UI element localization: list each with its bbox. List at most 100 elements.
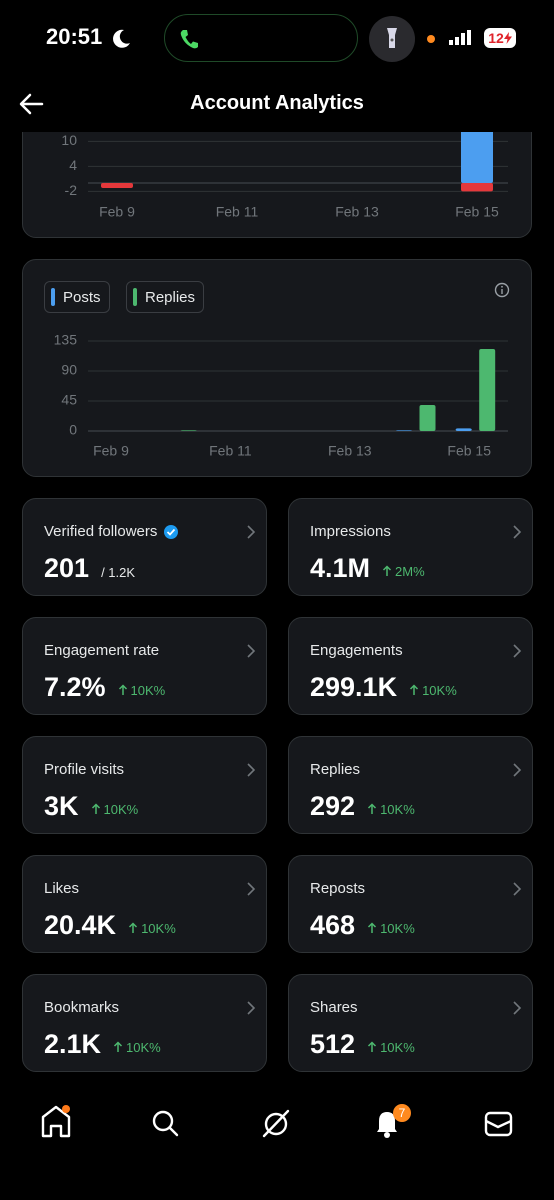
verified-badge xyxy=(164,524,179,539)
page-title: Account Analytics xyxy=(190,92,364,114)
metric-change: 10K% xyxy=(367,921,415,936)
chart: 0 45 90 135 Feb 9 Feb 11 Feb 13 Feb 15 xyxy=(54,332,508,459)
chevron xyxy=(513,763,522,777)
legend-label: Posts xyxy=(63,288,101,306)
legend-swatch xyxy=(51,288,55,306)
metric-label-row: Impressions xyxy=(310,523,391,540)
metric-card[interactable]: Likes 20.4K 10K% xyxy=(22,855,267,953)
status-time: 20:51 xyxy=(46,24,103,49)
info-icon[interactable] xyxy=(494,282,510,298)
grok-tab[interactable] xyxy=(262,1109,290,1138)
messages-tab[interactable] xyxy=(484,1111,513,1137)
metric-change-text: 10K% xyxy=(103,801,139,817)
metric-card[interactable]: Verified followers 201 / 1.2K xyxy=(22,498,267,596)
metric-change-text: 10K% xyxy=(380,801,415,817)
bar xyxy=(101,183,133,188)
bar xyxy=(461,132,493,183)
bar xyxy=(479,349,496,431)
metric-change-text: 10K% xyxy=(422,682,457,698)
metric-value: 4.1M xyxy=(310,553,371,583)
metric-label: Likes xyxy=(44,880,80,897)
metric-card[interactable]: Profile visits 3K 10K% xyxy=(22,736,267,834)
legend-item[interactable]: Replies xyxy=(126,281,205,313)
x-tick-label: Feb 15 xyxy=(455,204,499,220)
metric-label: Impressions xyxy=(310,523,391,540)
search-tab[interactable] xyxy=(152,1110,179,1137)
y-tick-label: 135 xyxy=(54,332,78,348)
y-tick-label: 45 xyxy=(61,392,77,408)
metric-value-row: 468 10K% xyxy=(310,910,415,941)
moon-icon xyxy=(113,29,130,48)
metric-value: 3K xyxy=(44,791,79,821)
notifications-tab[interactable]: 7 xyxy=(377,1104,411,1138)
up-arrow xyxy=(91,803,100,814)
chart: 10 4 -2 Feb 9 Feb 11 Feb 13 Feb 15 xyxy=(61,132,508,220)
metric-label: Verified followers xyxy=(44,523,158,540)
metric-value: 201 xyxy=(44,553,90,583)
metric-label: Replies xyxy=(310,761,361,778)
metric-card[interactable]: Bookmarks 2.1K 10K% xyxy=(22,974,267,1072)
call-pill[interactable] xyxy=(164,14,358,62)
metric-label: Profile visits xyxy=(44,761,125,778)
metric-label-row: Bookmarks xyxy=(44,999,119,1016)
y-tick-label: 10 xyxy=(61,132,77,148)
metric-label: Engagement rate xyxy=(44,642,160,659)
y-tick-label: 90 xyxy=(61,362,77,378)
battery: 12 xyxy=(484,28,516,48)
metric-value: 7.2% xyxy=(44,672,106,702)
metric-card[interactable]: Engagements 299.1K 10K% xyxy=(288,617,533,715)
legend-item[interactable]: Posts xyxy=(44,281,110,313)
bolt-icon xyxy=(503,32,512,44)
metric-change: 10K% xyxy=(128,921,176,936)
x-tick-label: Feb 9 xyxy=(99,204,135,220)
metric-change: 10K% xyxy=(91,801,139,817)
metric-change: 10K% xyxy=(113,1040,161,1055)
x-tick-label: Feb 11 xyxy=(216,204,259,220)
back-button[interactable] xyxy=(18,93,44,115)
metric-label: Bookmarks xyxy=(44,999,120,1016)
metric-value-row: 2.1K 10K% xyxy=(44,1029,161,1060)
notification-badge: 7 xyxy=(399,1106,406,1120)
metric-value: 292 xyxy=(310,791,356,821)
up-arrow xyxy=(410,684,419,695)
metric-value: 299.1K xyxy=(310,672,398,702)
up-arrow xyxy=(118,684,127,695)
privacy-dot xyxy=(427,35,435,43)
up-arrow xyxy=(368,1041,377,1052)
metric-value: 468 xyxy=(310,910,356,940)
metric-label: Engagements xyxy=(310,642,403,659)
metric-change-text: 10K% xyxy=(380,1039,415,1055)
metric-change: 10K% xyxy=(367,1040,415,1055)
y-tick-label: -2 xyxy=(65,182,78,198)
phone-icon xyxy=(180,30,198,49)
metric-card[interactable]: Replies 292 10K% xyxy=(288,736,533,834)
metric-value-row: 512 10K% xyxy=(310,1029,415,1060)
metric-change: 10K% xyxy=(118,682,166,698)
metric-value-row: 3K 10K% xyxy=(44,791,138,822)
bar xyxy=(180,430,197,431)
bar xyxy=(419,405,436,431)
home-tab[interactable] xyxy=(41,1105,71,1138)
x-tick-label: Feb 9 xyxy=(93,443,129,459)
legend-label: Replies xyxy=(145,288,196,306)
metric-label-row: Reposts xyxy=(310,880,365,897)
x-tick-label: Feb 15 xyxy=(447,443,491,459)
metric-value-row: 4.1M 2M% xyxy=(310,553,425,584)
metric-card[interactable]: Shares 512 10K% xyxy=(288,974,533,1072)
metric-change-text: 10K% xyxy=(141,920,176,936)
metric-card[interactable]: Reposts 468 10K% xyxy=(288,855,533,953)
metric-label-row: Likes xyxy=(44,880,79,897)
metric-card[interactable]: Engagement rate 7.2% 10K% xyxy=(22,617,267,715)
x-tick-label: Feb 13 xyxy=(335,204,379,220)
chart-card xyxy=(22,259,532,477)
metric-card[interactable]: Impressions 4.1M 2M% xyxy=(288,498,533,596)
legend-swatch xyxy=(133,288,137,306)
bar xyxy=(396,430,412,431)
up-arrow xyxy=(114,1041,123,1052)
metric-value: 20.4K xyxy=(44,910,117,940)
metric-change-text: 10K% xyxy=(130,682,166,698)
bar xyxy=(461,183,493,192)
dynamic-island-icon xyxy=(369,16,415,62)
metric-total: / 1.2K xyxy=(101,565,136,580)
chevron xyxy=(247,763,256,777)
